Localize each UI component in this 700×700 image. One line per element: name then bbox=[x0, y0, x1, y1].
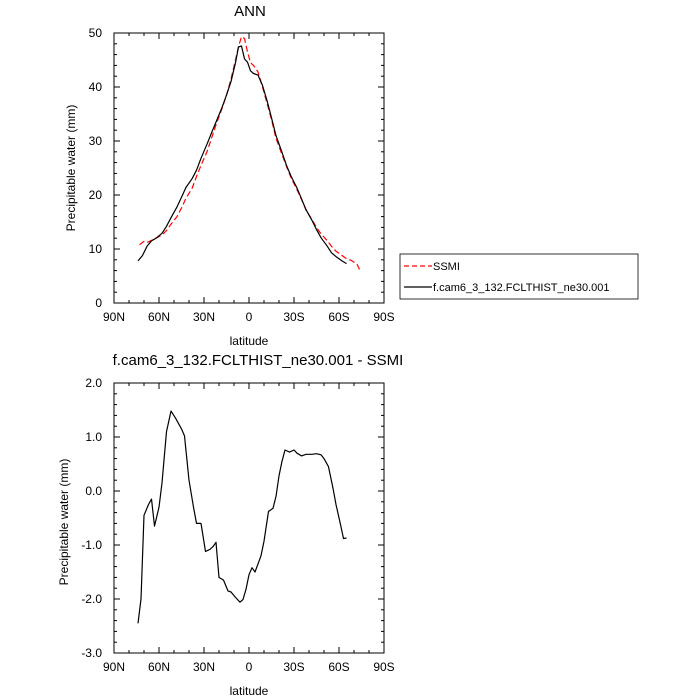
bottom-ytick-label: -1.0 bbox=[81, 538, 102, 552]
top-series-line-0 bbox=[139, 36, 361, 271]
bottom-chart-title: f.cam6_3_132.FCLTHIST_ne30.001 - SSMI bbox=[113, 352, 404, 369]
top-lines bbox=[137, 36, 361, 271]
top-chart-title: ANN bbox=[234, 3, 266, 20]
bottom-ytick-label: -2.0 bbox=[81, 592, 102, 606]
top-xtick-label: 0 bbox=[246, 310, 253, 324]
top-y-axis-label: Precipitable water (mm) bbox=[64, 105, 78, 232]
bottom-y-axis-label: Precipitable water (mm) bbox=[57, 459, 71, 586]
bottom-xtick-label: 0 bbox=[246, 660, 253, 674]
bottom-xtick-label: 90S bbox=[373, 660, 394, 674]
bottom-panel: f.cam6_3_132.FCLTHIST_ne30.001 - SSMI 90… bbox=[57, 352, 403, 698]
top-panel: ANN 90N 60N 30N 0 30S 60S 90S 0 10 20 30 40 50 latit… bbox=[64, 3, 395, 348]
top-ticks: 90N 60N 30N 0 30S 60S 90S 0 10 20 30 40 50 bbox=[89, 26, 395, 324]
bottom-ytick-label: 2.0 bbox=[85, 376, 102, 390]
bottom-xtick-label: 30N bbox=[193, 660, 215, 674]
top-ytick-label: 20 bbox=[89, 188, 103, 202]
bottom-ytick-label: -3.0 bbox=[81, 646, 102, 660]
bottom-ticks: 90N 60N 30N 0 30S 60S 90S -3.0 -2.0 -1.0 0.0 1.0 2.0 bbox=[81, 376, 394, 674]
legend: SSMI f.cam6_3_132.FCLTHIST_ne30.001 bbox=[399, 253, 639, 300]
top-ytick-label: 50 bbox=[89, 26, 103, 40]
legend-label-ssmi: SSMI bbox=[433, 261, 460, 273]
bottom-series-line-0 bbox=[137, 410, 347, 624]
top-series-line-1 bbox=[137, 45, 347, 265]
bottom-x-axis-label: latitude bbox=[230, 684, 269, 698]
top-xtick-label: 60N bbox=[148, 310, 170, 324]
legend-label-model: f.cam6_3_132.FCLTHIST_ne30.001 bbox=[433, 282, 610, 294]
top-ytick-label: 0 bbox=[95, 296, 102, 310]
bottom-plot-frame bbox=[113, 382, 385, 654]
bottom-xtick-label: 60N bbox=[148, 660, 170, 674]
top-ytick-label: 30 bbox=[89, 134, 103, 148]
top-xtick-label: 30N bbox=[193, 310, 215, 324]
top-ytick-label: 10 bbox=[89, 242, 103, 256]
top-xtick-label: 60S bbox=[328, 310, 349, 324]
bottom-xtick-label: 30S bbox=[283, 660, 304, 674]
top-xtick-label: 90S bbox=[373, 310, 394, 324]
bottom-ytick-label: 1.0 bbox=[85, 430, 102, 444]
top-plot-frame bbox=[113, 32, 385, 304]
top-x-axis-label: latitude bbox=[230, 334, 269, 348]
top-xtick-label: 90N bbox=[103, 310, 125, 324]
top-xtick-label: 30S bbox=[283, 310, 304, 324]
bottom-lines bbox=[137, 410, 347, 624]
bottom-ytick-label: 0.0 bbox=[85, 484, 102, 498]
bottom-xtick-label: 90N bbox=[103, 660, 125, 674]
legend-box bbox=[399, 253, 639, 300]
top-ytick-label: 40 bbox=[89, 80, 103, 94]
bottom-xtick-label: 60S bbox=[328, 660, 349, 674]
